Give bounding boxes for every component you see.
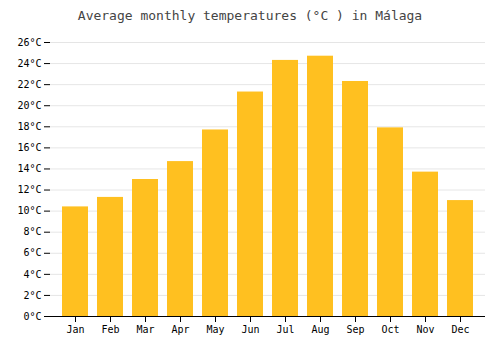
svg-text:2°C: 2°C [23, 290, 41, 301]
svg-text:10°C: 10°C [17, 205, 41, 216]
svg-text:Jan: Jan [66, 324, 84, 335]
svg-text:8°C: 8°C [23, 226, 41, 237]
html-text:Average monthly temperatures (: Average monthly temperatures (°C ) in Má… [77, 8, 423, 23]
svg-text:Apr: Apr [171, 324, 189, 335]
svg-text:Sep: Sep [346, 324, 364, 335]
svg-text:May: May [206, 324, 224, 335]
svg-text:14°C: 14°C [17, 163, 41, 174]
svg-text:26°C: 26°C [17, 37, 41, 48]
svg-text:Dec: Dec [451, 324, 469, 335]
svg-text:16°C: 16°C [17, 142, 41, 153]
svg-text:Nov: Nov [416, 324, 434, 335]
svg-text:6°C: 6°C [23, 247, 41, 258]
svg-text:20°C: 20°C [17, 100, 41, 111]
svg-text:22°C: 22°C [17, 79, 41, 90]
svg-text:Feb: Feb [101, 324, 119, 335]
svg-text:Jul: Jul [276, 324, 294, 335]
svg-text:0°C: 0°C [23, 311, 41, 322]
svg-text:Jun: Jun [241, 324, 259, 335]
svg-text:12°C: 12°C [17, 184, 41, 195]
svg-text:Oct: Oct [381, 324, 399, 335]
svg-text:Mar: Mar [136, 324, 154, 335]
svg-text:Aug: Aug [311, 324, 329, 335]
svg-text:4°C: 4°C [23, 269, 41, 280]
svg-text:24°C: 24°C [17, 58, 41, 69]
svg-text:18°C: 18°C [17, 121, 41, 132]
